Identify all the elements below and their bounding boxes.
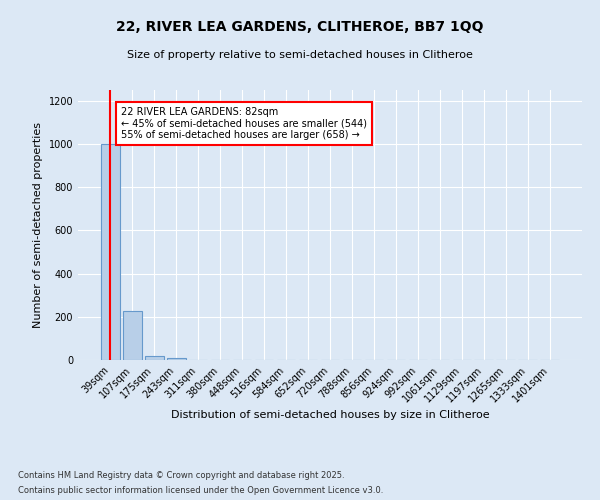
Bar (145, 356, 164, 360)
Text: Size of property relative to semi-detached houses in Clitheroe: Size of property relative to semi-detach… (127, 50, 473, 60)
Bar (123, 312, 142, 360)
Y-axis label: Number of semi-detached properties: Number of semi-detached properties (33, 122, 43, 328)
Bar (101, 144, 119, 360)
Text: Contains public sector information licensed under the Open Government Licence v3: Contains public sector information licen… (18, 486, 383, 495)
Text: Contains HM Land Registry data © Crown copyright and database right 2025.: Contains HM Land Registry data © Crown c… (18, 471, 344, 480)
Text: 22 RIVER LEA GARDENS: 82sqm
← 45% of semi-detached houses are smaller (544)
55% : 22 RIVER LEA GARDENS: 82sqm ← 45% of sem… (121, 108, 367, 140)
X-axis label: Distribution of semi-detached houses by size in Clitheroe: Distribution of semi-detached houses by … (170, 410, 490, 420)
Text: 22, RIVER LEA GARDENS, CLITHEROE, BB7 1QQ: 22, RIVER LEA GARDENS, CLITHEROE, BB7 1Q… (116, 20, 484, 34)
Bar (167, 358, 185, 360)
